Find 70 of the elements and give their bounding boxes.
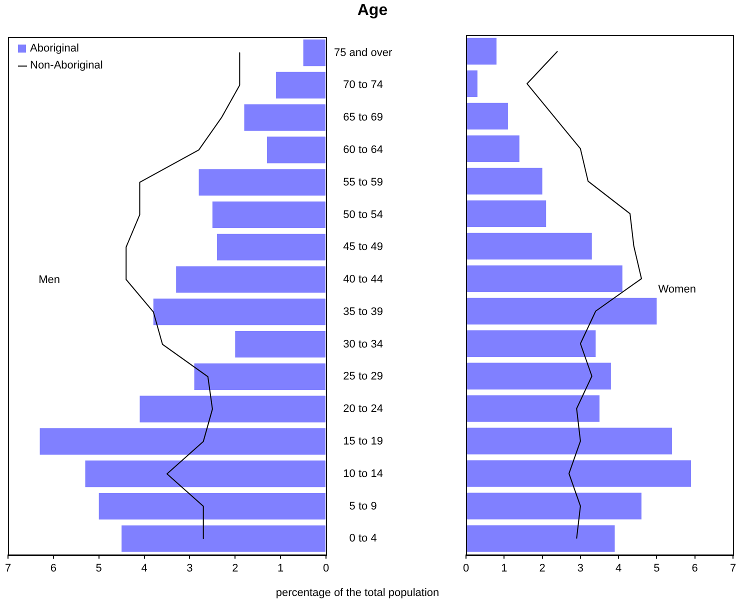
y-tick-label: 15 to 19 xyxy=(343,435,383,448)
bar xyxy=(153,298,326,326)
y-tick-label: 55 to 59 xyxy=(343,176,383,188)
x-tick-label: 2 xyxy=(232,562,238,574)
y-tick-label: 0 to 4 xyxy=(349,532,377,545)
x-tick-label: 1 xyxy=(501,562,508,574)
bar xyxy=(198,169,326,196)
bar xyxy=(235,331,326,358)
x-tick-label: 6 xyxy=(692,562,698,574)
annotation: Men xyxy=(38,274,60,286)
x-tick-label: 1 xyxy=(278,562,284,574)
x-tick-label: 2 xyxy=(539,562,546,574)
bar xyxy=(466,460,692,487)
y-tick-label: 45 to 49 xyxy=(343,241,383,254)
y-tick-label: 5 to 9 xyxy=(349,500,377,512)
bar xyxy=(140,396,326,422)
x-tick-label: 4 xyxy=(616,562,622,574)
bar xyxy=(466,298,657,324)
y-tick-label: 20 to 24 xyxy=(343,403,383,416)
x-tick-label: 3 xyxy=(577,562,584,574)
bar xyxy=(244,104,326,131)
bar xyxy=(40,428,326,455)
y-tick-label: 60 to 64 xyxy=(343,144,383,156)
annotation: Women xyxy=(658,284,696,296)
bar xyxy=(212,201,326,228)
text: Age xyxy=(356,2,389,20)
x-tick-label: 7 xyxy=(730,562,736,574)
bar xyxy=(466,395,600,422)
x-tick-label: 5 xyxy=(654,562,660,574)
bar xyxy=(194,363,326,390)
bar xyxy=(466,102,508,130)
bar xyxy=(466,265,622,292)
bar xyxy=(466,330,596,357)
bar xyxy=(276,72,326,98)
bar xyxy=(122,525,326,552)
bar xyxy=(466,525,615,552)
y-tick-label: 50 to 54 xyxy=(343,208,383,221)
bar xyxy=(176,266,326,293)
bar xyxy=(266,136,326,164)
legend-label: Non-Aboriginal xyxy=(30,60,103,72)
bar xyxy=(216,234,326,260)
x-tick-label: 0 xyxy=(322,562,330,574)
bar xyxy=(466,38,497,65)
x-tick-label: 7 xyxy=(4,562,12,574)
x-tick-label: 3 xyxy=(186,562,193,574)
y-tick-label: 25 to 29 xyxy=(343,370,383,383)
bar xyxy=(466,135,520,162)
y-tick-label: 65 to 69 xyxy=(343,112,383,124)
x-axis-title: percentage of the total population xyxy=(274,587,440,599)
y-tick-label: 75 and over xyxy=(334,46,392,59)
x-tick-label: 0 xyxy=(462,562,470,574)
y-tick-label: 10 to 14 xyxy=(343,468,383,480)
y-tick-label: 40 to 44 xyxy=(343,274,383,286)
bar xyxy=(466,232,592,260)
x-tick-label: 5 xyxy=(96,562,102,574)
bar xyxy=(466,70,478,98)
bar xyxy=(98,492,326,520)
bar xyxy=(466,200,546,227)
y-tick-label: 35 to 39 xyxy=(343,306,383,318)
bar xyxy=(466,168,542,195)
x-tick-label: 4 xyxy=(141,562,148,574)
legend-label: Aboriginal xyxy=(30,42,79,55)
y-tick-label: 70 to 74 xyxy=(343,79,383,92)
bar xyxy=(466,428,672,454)
y-tick-label: 30 to 34 xyxy=(343,338,383,350)
bar xyxy=(85,460,326,488)
bar xyxy=(466,492,642,520)
bar xyxy=(303,40,326,66)
bar xyxy=(466,362,611,390)
x-tick-label: 6 xyxy=(50,562,56,574)
